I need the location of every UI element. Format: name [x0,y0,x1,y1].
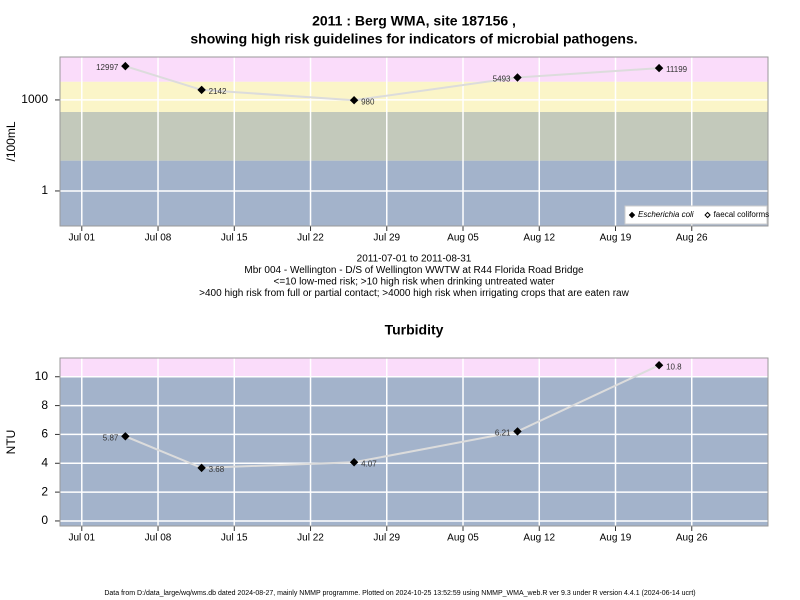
data-point [513,73,522,82]
annotation: Mbr 004 - Wellington - D/S of Wellington… [244,265,584,276]
legend-marker [704,211,711,219]
y-axis-label: NTU [4,430,18,455]
x-tick-label: Aug 05 [447,233,479,244]
data-point [513,427,522,436]
plot-frame [59,56,769,227]
x-tick-label: Jul 08 [145,233,172,244]
data-point [654,361,664,370]
x-tick-label: Aug 12 [523,533,555,544]
chart-title: Turbidity [385,322,444,338]
y-tick-label: 4 [41,455,48,469]
x-tick-label: Jul 22 [297,233,324,244]
x-tick-label: Jul 08 [145,533,172,544]
x-tick-label: Jul 29 [373,533,400,544]
x-tick-label: Aug 19 [600,533,632,544]
y-tick-label: 0 [41,513,48,527]
chart-title: showing high risk guidelines for indicat… [190,31,637,47]
annotation: <=10 low-med risk; >10 high risk when dr… [274,277,556,288]
annotation: >400 high risk from full or partial cont… [199,288,629,299]
legend: Escherichia coli faecal coliforms [624,205,770,225]
legend-box [624,205,768,225]
y-tick-label: 1 [41,183,48,197]
data-label: 2142 [209,87,227,96]
data-point [197,463,206,473]
legend-label: Escherichia coli [638,210,694,219]
risk-band [60,81,768,113]
data-label: 4.07 [361,459,377,468]
x-tick-label: Jul 01 [68,233,95,244]
x-tick-label: Aug 19 [600,233,632,244]
x-tick-label: Jul 22 [297,533,324,544]
data-label: 5.87 [103,433,119,442]
y-tick-label: 10 [35,369,49,383]
legend-label: faecal coliforms [714,210,770,219]
data-label: 11199 [666,65,688,74]
data-point [349,95,359,105]
data-point [654,63,664,73]
x-tick-label: Jul 15 [221,533,248,544]
footer: Data from D:/data_large/wq/wms.db dated … [104,590,695,597]
y-tick-label: 1000 [21,92,48,106]
data-label: 12997 [96,63,119,72]
legend-marker [628,211,636,219]
chart-title: 2011 : Berg WMA, site 187156 , [312,13,516,29]
data-label: 980 [361,97,375,106]
plot-frame [59,357,769,527]
y-tick-label: 2 [41,484,48,498]
x-tick-label: Jul 15 [221,233,248,244]
x-tick-label: Aug 05 [447,533,479,544]
risk-band [60,358,768,377]
risk-band [60,112,768,161]
data-label: 3.68 [209,465,225,474]
y-tick-label: 6 [41,427,48,441]
data-point [197,85,206,95]
x-tick-label: Aug 12 [523,233,555,244]
data-point [121,61,130,71]
y-tick-label: 8 [41,398,48,412]
x-tick-label: Aug 26 [676,533,708,544]
data-point [349,458,359,467]
data-point [121,432,130,441]
x-tick-label: Aug 26 [676,233,708,244]
data-label: 5493 [493,75,511,84]
x-tick-label: Jul 01 [68,533,95,544]
data-label: 6.21 [495,429,511,438]
annotation: 2011-07-01 to 2011-08-31 [357,254,472,265]
y-axis-label: /100mL [4,121,18,161]
x-tick-label: Jul 29 [373,233,400,244]
data-label: 10.8 [666,362,682,371]
